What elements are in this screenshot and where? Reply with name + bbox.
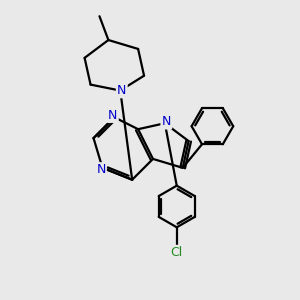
Text: N: N (96, 164, 106, 176)
Text: N: N (162, 115, 171, 128)
Text: N: N (117, 84, 127, 97)
Text: Cl: Cl (171, 246, 183, 259)
Text: N: N (108, 109, 118, 122)
